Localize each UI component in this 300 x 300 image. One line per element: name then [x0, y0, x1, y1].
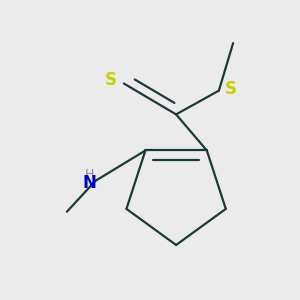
- Text: H: H: [85, 168, 94, 182]
- Text: S: S: [105, 71, 117, 89]
- Text: N: N: [82, 174, 96, 192]
- Text: S: S: [225, 80, 237, 98]
